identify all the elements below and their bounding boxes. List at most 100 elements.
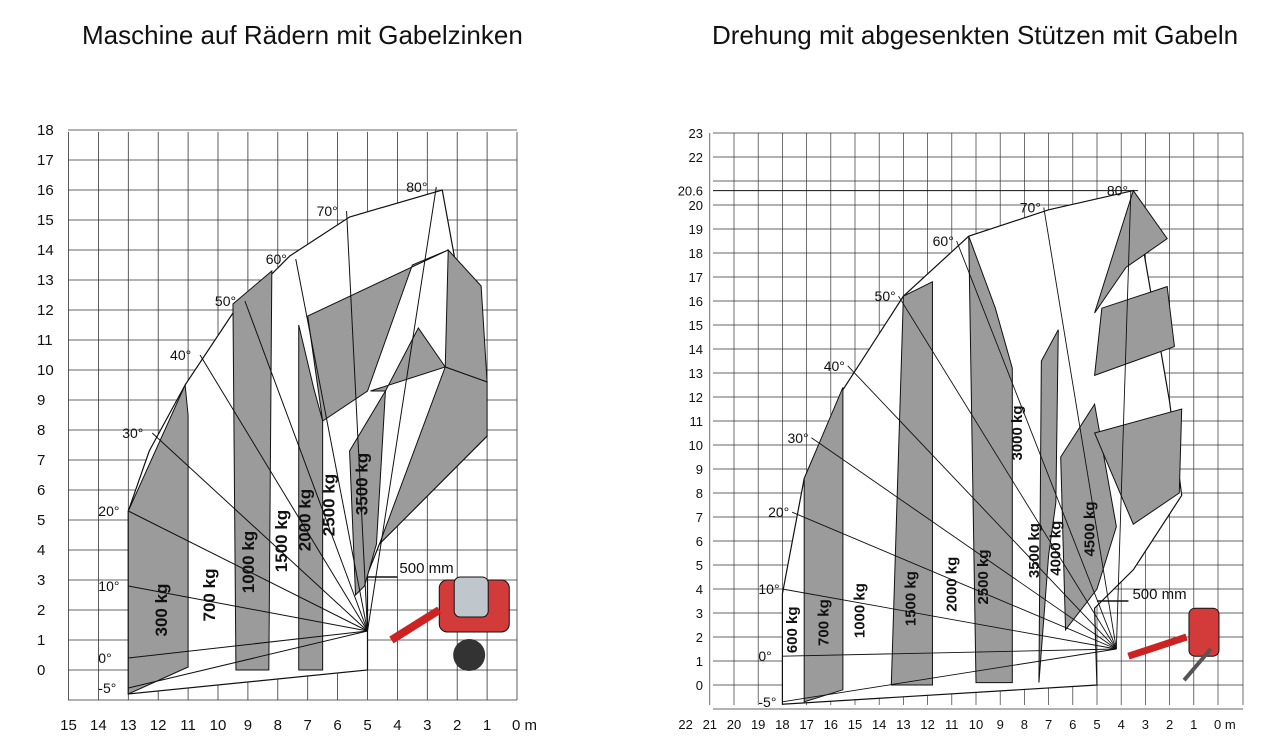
y-tick-label: 9 (696, 462, 703, 477)
load-band-300kg (127, 383, 189, 695)
boom-angle-label: 10° (98, 578, 119, 594)
y-tick-label: 4 (37, 542, 45, 559)
load-band-upper (370, 327, 447, 392)
x-tick-label: 22 (678, 717, 692, 732)
dimension-label: 500 mm (1132, 586, 1186, 603)
x-tick-label: 13 (120, 717, 137, 734)
boom-angle-ray (295, 258, 368, 632)
load-zone-label: 600 kg (784, 606, 801, 653)
load-zone-label: 700 kg (815, 599, 832, 646)
y-tick-label: 10 (37, 362, 54, 379)
x-tick-label: 9 (244, 717, 252, 734)
boom-angle-label: -5° (758, 694, 776, 710)
y-tick-label: 13 (37, 272, 54, 289)
y-tick-label: 6 (37, 482, 45, 499)
boom-angle-ray (1043, 207, 1117, 650)
y-tick-label: 3 (37, 572, 45, 589)
x-tick-label: 1 (1190, 717, 1197, 732)
boom-angle-label: 0° (98, 650, 111, 666)
load-band-600kg (803, 387, 844, 703)
load-band-1000kg (232, 269, 273, 671)
load-band-1000kg (890, 280, 933, 686)
y-tick-label: 14 (689, 342, 703, 357)
boom-angle-label: 60° (266, 251, 287, 267)
machine-body (1188, 607, 1220, 657)
x-tick-label: 12 (150, 717, 167, 734)
x-tick-label: 3 (423, 717, 431, 734)
x-tick-label: 20 (727, 717, 741, 732)
machine-boom (389, 606, 442, 644)
y-tick-label: 18 (689, 246, 703, 261)
boom-angle-label: 60° (933, 233, 954, 249)
boom-angle-label: 80° (406, 179, 427, 195)
x-tick-label: 18 (775, 717, 789, 732)
y-tick-label: 6 (696, 534, 703, 549)
load-zone-label: 3000 kg (1009, 405, 1026, 460)
chart-title-right: Drehung mit abgesenkten Stützen mit Gabe… (712, 20, 1239, 50)
y-tick-label: 3 (696, 606, 703, 621)
load-zone-label: 3500 kg (353, 453, 372, 515)
load-zone-label: 3500 kg (1026, 523, 1043, 578)
load-zone-label: 4500 kg (1082, 501, 1099, 556)
x-tick-label: 17 (799, 717, 813, 732)
x-tick-label: 15 (848, 717, 862, 732)
boom-angle-label: -5° (98, 680, 116, 696)
boom-angle-label: 70° (1020, 199, 1041, 215)
boom-angle-label: 10° (758, 581, 779, 597)
load-zone-label: 2000 kg (296, 489, 315, 551)
boom-angle-ray (956, 240, 1117, 650)
y-tick-label: 23 (689, 126, 703, 141)
y-tick-label: 17 (689, 270, 703, 285)
x-tick-label: 7 (304, 717, 312, 734)
x-tick-label: 21 (703, 717, 717, 732)
load-band-3000kg (1038, 329, 1059, 683)
load-zone-label: 1500 kg (903, 571, 920, 626)
y-tick-label: 19 (689, 222, 703, 237)
x-tick-label: 13 (896, 717, 910, 732)
x-tick-label: 11 (945, 717, 959, 732)
machine-boom (1127, 633, 1188, 660)
x-tick-label: 4 (1118, 717, 1125, 732)
load-envelope (781, 189, 1183, 705)
load-zone-label: 2500 kg (975, 549, 992, 604)
load-band-upper (378, 366, 488, 545)
boom-angle-label: 20° (98, 503, 119, 519)
y-tick-label: 7 (696, 510, 703, 525)
x-tick-label: 6 (333, 717, 341, 734)
boom-angle-label: 50° (215, 293, 236, 309)
boom-angle-ray (782, 588, 1117, 650)
x-tick-label: 10 (969, 717, 983, 732)
x-tick-label: 0 m (1214, 717, 1236, 732)
boom-angle-ray (128, 630, 368, 659)
y-tick-label: 8 (37, 422, 45, 439)
load-band-2000kg (968, 236, 1013, 684)
x-tick-label: 5 (363, 717, 371, 734)
machine-stabilizer (1182, 647, 1213, 682)
y-tick-label: 5 (37, 512, 45, 529)
y-tick-label: 9 (37, 392, 45, 409)
boom-angle-ray (782, 648, 1117, 657)
boom-angle-ray (811, 437, 1117, 650)
y-tick-label: 10 (689, 438, 703, 453)
boom-angle-ray (847, 365, 1117, 650)
boom-angle-ray (898, 295, 1117, 650)
load-band-upper (444, 248, 488, 383)
load-zone-label: 300 kg (152, 584, 171, 637)
machine-wheel (453, 639, 486, 671)
y-tick-label: 15 (689, 318, 703, 333)
y-tick-label: 7 (37, 452, 45, 469)
x-tick-label: 11 (180, 717, 196, 734)
load-zone-label: 4000 kg (1048, 521, 1065, 576)
boom-angle-ray (128, 510, 368, 632)
boom-angle-ray (367, 186, 437, 632)
boom-angle-label: 30° (787, 430, 808, 446)
boom-angle-ray (128, 630, 368, 689)
x-tick-label: 7 (1045, 717, 1052, 732)
y-tick-label: 1 (37, 632, 45, 649)
x-tick-label: 0 m (512, 717, 537, 734)
y-tick-label: 20.6 (678, 184, 703, 199)
x-tick-label: 15 (60, 717, 77, 734)
y-tick-label: 11 (37, 332, 53, 349)
y-tick-label: 20 (689, 198, 703, 213)
y-tick-label: 16 (37, 182, 54, 199)
